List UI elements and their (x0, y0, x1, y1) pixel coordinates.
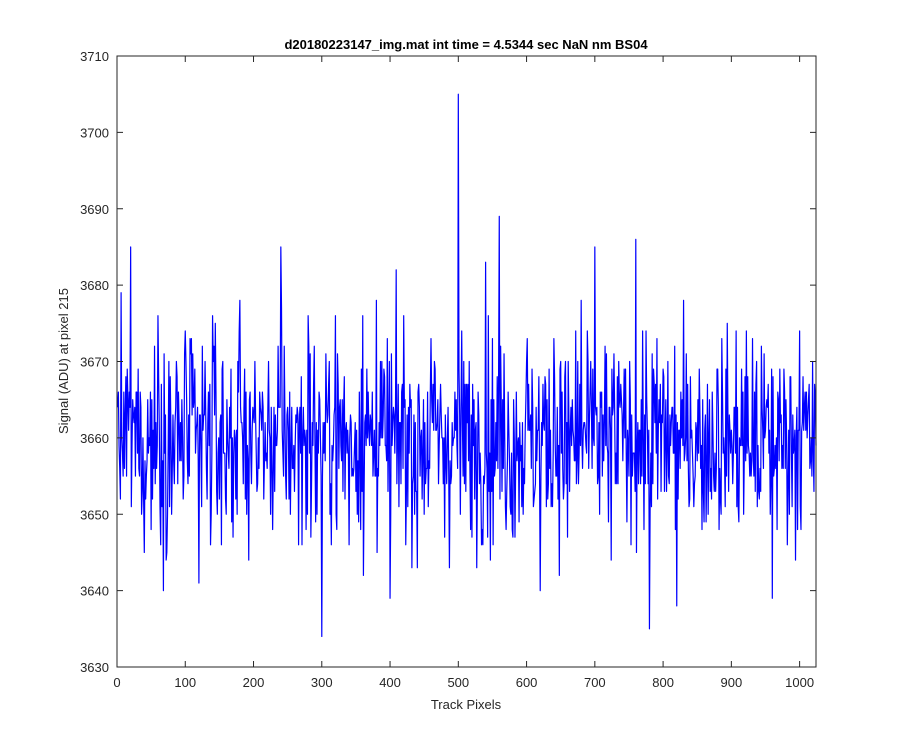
x-tick-label: 800 (652, 675, 674, 690)
plot-area (117, 56, 816, 667)
x-tick-label: 100 (174, 675, 196, 690)
y-tick-label: 3650 (80, 507, 109, 522)
y-tick-label: 3700 (80, 125, 109, 140)
series-layer (117, 93, 817, 638)
x-axis-title: Track Pixels (431, 697, 502, 712)
y-tick-label: 3640 (80, 584, 109, 599)
y-axis-title: Signal (ADU) at pixel 215 (56, 288, 71, 434)
x-tick-label: 500 (447, 675, 469, 690)
x-tick-label: 200 (243, 675, 265, 690)
x-tick-label: 400 (379, 675, 401, 690)
x-tick-label: 700 (584, 675, 606, 690)
y-tick-label: 3660 (80, 431, 109, 446)
y-tick-label: 3630 (80, 660, 109, 675)
signal-series-line (117, 93, 817, 638)
chart-title: d20180223147_img.mat int time = 4.5344 s… (284, 37, 648, 52)
tick-layer: 0 100 200 300 400 500 600 700 800 900 1000 3630 3640… (80, 49, 816, 690)
x-tick-label: 900 (721, 675, 743, 690)
x-tick-label: 600 (516, 675, 538, 690)
y-tick-label: 3680 (80, 278, 109, 293)
y-tick-label: 3690 (80, 202, 109, 217)
x-tick-label: 1000 (785, 675, 814, 690)
y-tick-label: 3670 (80, 355, 109, 370)
y-tick-label: 3710 (80, 49, 109, 64)
x-tick-label: 0 (113, 675, 120, 690)
x-tick-label: 300 (311, 675, 333, 690)
